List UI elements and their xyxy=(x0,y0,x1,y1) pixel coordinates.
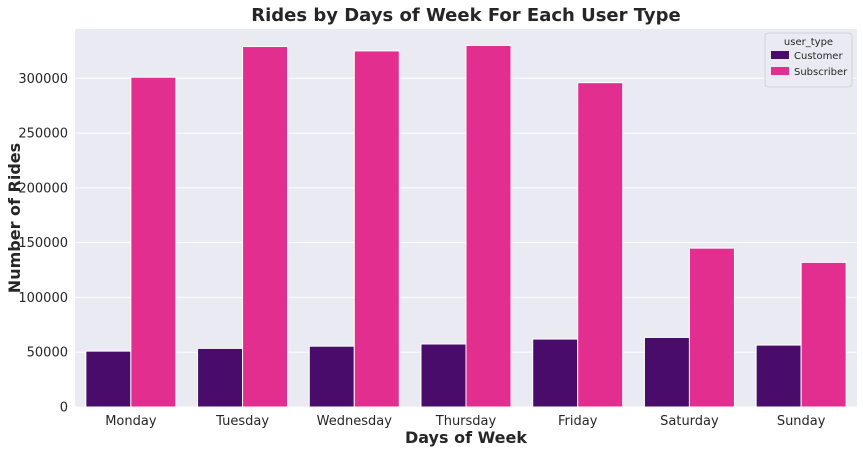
y-tick-label: 50000 xyxy=(27,346,68,361)
bar-customer-friday xyxy=(532,338,579,408)
legend-label-subscriber: Subscriber xyxy=(794,67,848,78)
bar-subscriber-monday xyxy=(130,76,177,408)
bar-customer-tuesday xyxy=(197,347,244,408)
y-axis-title: Number of Rides xyxy=(5,143,24,293)
y-tick-labels: 0 50000 100000 150000 200000 250000 300000 xyxy=(18,72,68,416)
y-tick-label: 0 xyxy=(60,401,68,416)
bar-customer-saturday xyxy=(643,336,690,408)
x-tick-labels: Monday Tuesday Wednesday Thursday Friday Satu… xyxy=(105,414,826,429)
bar-customer-wednesday xyxy=(308,345,355,408)
y-tick-label: 200000 xyxy=(18,181,68,196)
bar-subscriber-tuesday xyxy=(242,46,289,408)
x-axis-title: Days of Week xyxy=(405,428,527,447)
x-tick-label: Tuesday xyxy=(215,414,269,429)
bar-subscriber-thursday xyxy=(465,44,512,408)
bar-subscriber-friday xyxy=(577,82,624,408)
x-tick-label: Wednesday xyxy=(317,414,393,429)
bar-subscriber-sunday xyxy=(800,261,847,408)
legend-title: user_type xyxy=(784,37,833,48)
y-tick-label: 150000 xyxy=(18,236,68,251)
y-tick-label: 250000 xyxy=(18,127,68,142)
x-tick-label: Saturday xyxy=(660,414,719,429)
y-tick-label: 300000 xyxy=(18,72,68,87)
bars-group xyxy=(85,44,847,408)
chart-title: Rides by Days of Week For Each User Type xyxy=(251,5,681,26)
bar-subscriber-wednesday xyxy=(353,50,400,408)
x-tick-label: Friday xyxy=(558,414,598,429)
x-tick-label: Monday xyxy=(105,414,157,429)
legend-swatch-subscriber xyxy=(771,67,789,75)
legend: user_type Customer Subscriber xyxy=(764,32,853,88)
bar-customer-thursday xyxy=(420,343,467,408)
bar-subscriber-saturday xyxy=(688,247,735,408)
bar-customer-sunday xyxy=(755,344,802,408)
x-tick-label: Thursday xyxy=(435,414,497,429)
legend-label-customer: Customer xyxy=(794,51,843,62)
bar-customer-monday xyxy=(85,350,132,408)
x-tick-label: Sunday xyxy=(777,414,826,429)
legend-swatch-customer xyxy=(771,51,789,59)
y-tick-label: 100000 xyxy=(18,291,68,306)
